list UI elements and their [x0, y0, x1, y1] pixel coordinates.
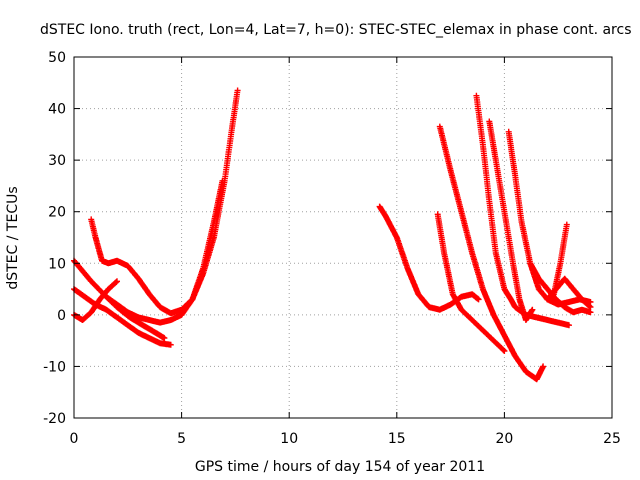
series-arc-13 — [544, 221, 594, 311]
x-tick-label: 20 — [495, 431, 513, 447]
y-tick-label: 0 — [57, 308, 66, 324]
series-markers — [473, 92, 572, 329]
y-tick-label: 20 — [48, 205, 66, 221]
x-tick-label: 25 — [603, 431, 621, 447]
y-tick-label: -10 — [43, 359, 66, 375]
x-tick-label: 15 — [388, 431, 406, 447]
series-markers — [376, 203, 482, 313]
chart-title: dSTEC Iono. truth (rect, Lon=4, Lat=7, h… — [40, 22, 632, 38]
series-markers — [103, 177, 226, 326]
series-markers — [544, 221, 594, 311]
y-tick-label: 30 — [48, 153, 66, 169]
grid-layer — [74, 57, 612, 418]
series-markers — [436, 123, 547, 383]
y-tick-label: -20 — [43, 411, 66, 427]
series-arc-10 — [486, 118, 536, 323]
y-tick-label: 50 — [48, 50, 66, 66]
plot-frame — [73, 56, 613, 419]
series-markers — [486, 118, 536, 323]
y-tick-label: 10 — [48, 256, 66, 272]
x-axis-label: GPS time / hours of day 154 of year 2011 — [195, 459, 485, 475]
x-tick-label: 0 — [70, 431, 79, 447]
series-arc-6 — [376, 203, 482, 313]
y-axis-label: dSTEC / TECUs — [5, 186, 21, 289]
series-arc-8 — [436, 123, 547, 383]
series-markers — [434, 211, 508, 354]
y-tick-label: 40 — [48, 102, 66, 118]
tick-layer: 0 5 10 15 20 25 -20 -10 0 10 20 30 40 50 — [43, 50, 621, 447]
x-tick-label: 10 — [280, 431, 298, 447]
series-arc-9 — [473, 92, 572, 329]
x-tick-label: 5 — [177, 431, 186, 447]
data-layer — [71, 87, 594, 383]
series-arc-5 — [103, 177, 226, 326]
series-arc-7 — [434, 211, 508, 354]
